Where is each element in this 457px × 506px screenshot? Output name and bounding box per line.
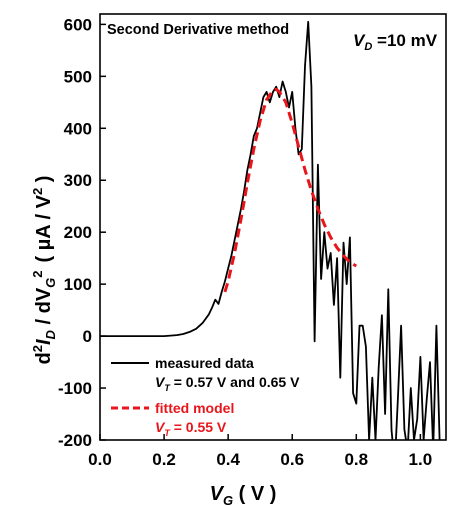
plot-area [99,13,447,441]
series-layer [100,20,441,440]
legend-vt-measured: VT = 0.57 V and 0.65 V [155,374,300,393]
x-tick-label: 0.2 [152,450,176,469]
legend: measured data VT = 0.57 V and 0.65 V fit… [111,355,300,438]
y-tick-label: -100 [58,379,92,398]
condition-label: VD =10 mV [353,31,438,53]
y-axis-title: d2ID / dVG2( µA / V2 ) [30,176,58,365]
y-tick-label: 600 [64,15,92,34]
series-fitted-line [223,87,358,293]
x-tick-label: 1.0 [409,450,433,469]
legend-vt-fitted: VT = 0.55 V [155,419,227,438]
x-tick-label: 0.8 [344,450,368,469]
chart-title: Second Derivative method [107,22,289,38]
y-tick-label: 500 [64,67,92,86]
y-tick-label: 400 [64,119,92,138]
y-axis: -200 -100 0 100 200 300 400 500 600 [58,15,106,450]
y-tick-label: 0 [83,327,92,346]
x-tick-label: 0.6 [280,450,304,469]
x-tick-label: 0.4 [216,450,240,469]
y-tick-label: -200 [58,431,92,450]
x-tick-label: 0.0 [88,450,112,469]
y-tick-label: 300 [64,171,92,190]
legend-label-fitted: fitted model [155,400,234,416]
legend-label-measured: measured data [155,355,254,371]
x-axis-title: VG ( V ) [210,483,277,506]
x-axis: 0.0 0.2 0.4 0.6 0.8 1.0 [88,434,432,469]
plot-frame [99,13,447,441]
y-tick-label: 100 [64,275,92,294]
series-measured-line [100,20,441,440]
y-tick-label: 200 [64,223,92,242]
